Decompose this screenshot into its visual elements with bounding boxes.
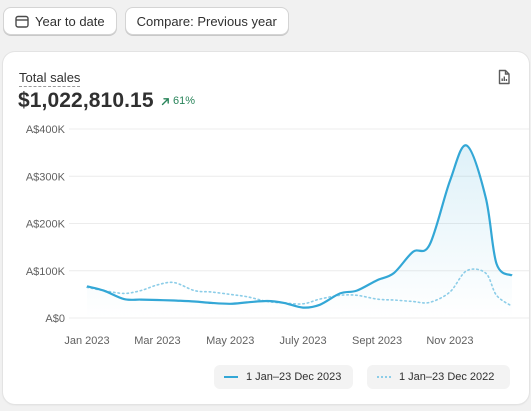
x-tick-label: May 2023 — [206, 335, 254, 347]
y-tick-label: A$0 — [45, 313, 65, 325]
legend-current-label: 1 Jan–23 Dec 2023 — [246, 371, 342, 383]
arrow-up-right-icon — [161, 97, 169, 105]
toolbar: Year to date Compare: Previous year — [3, 7, 289, 35]
y-tick-label: A$400K — [26, 124, 66, 136]
series-current-area — [87, 145, 512, 318]
total-sales-label[interactable]: Total sales — [19, 70, 81, 87]
date-range-button[interactable]: Year to date — [3, 7, 117, 35]
compare-button[interactable]: Compare: Previous year — [124, 7, 289, 35]
legend-solid-swatch — [224, 376, 238, 378]
calendar-icon — [15, 15, 29, 28]
legend-dotted-swatch — [377, 376, 391, 378]
x-tick-label: Sept 2023 — [352, 335, 402, 347]
series-current-line — [86, 144, 513, 309]
legend-current-period[interactable]: 1 Jan–23 Dec 2023 — [214, 365, 353, 389]
y-tick-label: A$100K — [26, 266, 66, 278]
sales-change-badge: 61% — [161, 95, 195, 107]
total-sales-card: A$0 A$100K A$200K A$300K A$400K Jan 2023 Mar … — [3, 52, 529, 404]
x-tick-label: Nov 2023 — [426, 335, 473, 347]
legend-previous-label: 1 Jan–23 Dec 2022 — [399, 371, 495, 383]
series-previous-line — [86, 268, 513, 307]
export-report-icon[interactable] — [495, 68, 513, 86]
compare-label: Compare: Previous year — [136, 13, 277, 29]
sales-change-value: 61% — [173, 95, 196, 107]
date-range-label: Year to date — [35, 13, 105, 29]
total-sales-value: $1,022,810.15 — [18, 89, 154, 112]
sales-line-chart: A$0 A$100K A$200K A$300K A$400K Jan 2023 Mar … — [26, 124, 529, 347]
y-tick-label: A$300K — [26, 171, 66, 183]
x-tick-label: Jan 2023 — [64, 335, 109, 347]
x-tick-label: July 2023 — [280, 335, 327, 347]
legend-previous-period[interactable]: 1 Jan–23 Dec 2022 — [367, 365, 510, 389]
x-tick-label: Mar 2023 — [134, 335, 180, 347]
y-tick-label: A$200K — [26, 219, 66, 231]
